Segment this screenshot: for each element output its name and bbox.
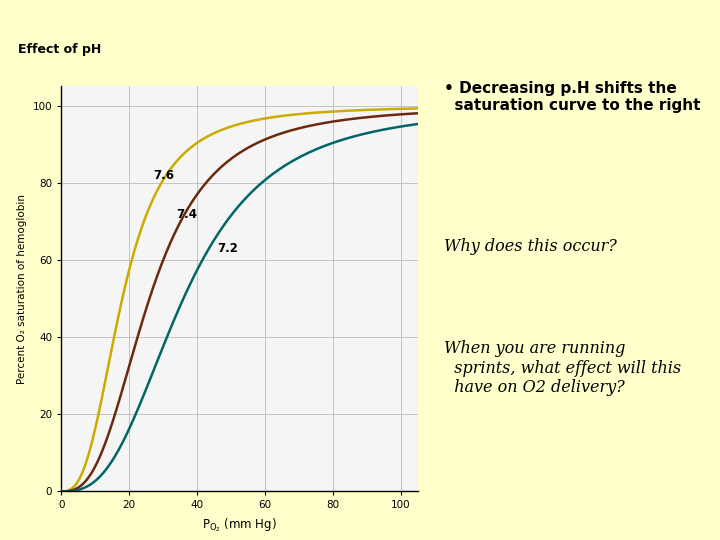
Text: 7.2: 7.2 bbox=[217, 242, 238, 255]
X-axis label: P$_{\mathregular{O_2}}$ (mm Hg): P$_{\mathregular{O_2}}$ (mm Hg) bbox=[202, 516, 276, 534]
Text: 7.4: 7.4 bbox=[176, 207, 197, 220]
Text: • Decreasing p.H shifts the
  saturation curve to the right: • Decreasing p.H shifts the saturation c… bbox=[444, 81, 700, 113]
Text: 7.6: 7.6 bbox=[153, 169, 174, 182]
Text: When you are running
  sprints, what effect will this
  have on O2 delivery?: When you are running sprints, what effec… bbox=[444, 340, 680, 396]
Text: Effect of pH: Effect of pH bbox=[18, 43, 102, 56]
Y-axis label: Percent O₂ saturation of hemoglobin: Percent O₂ saturation of hemoglobin bbox=[17, 194, 27, 384]
Text: Why does this occur?: Why does this occur? bbox=[444, 238, 616, 254]
